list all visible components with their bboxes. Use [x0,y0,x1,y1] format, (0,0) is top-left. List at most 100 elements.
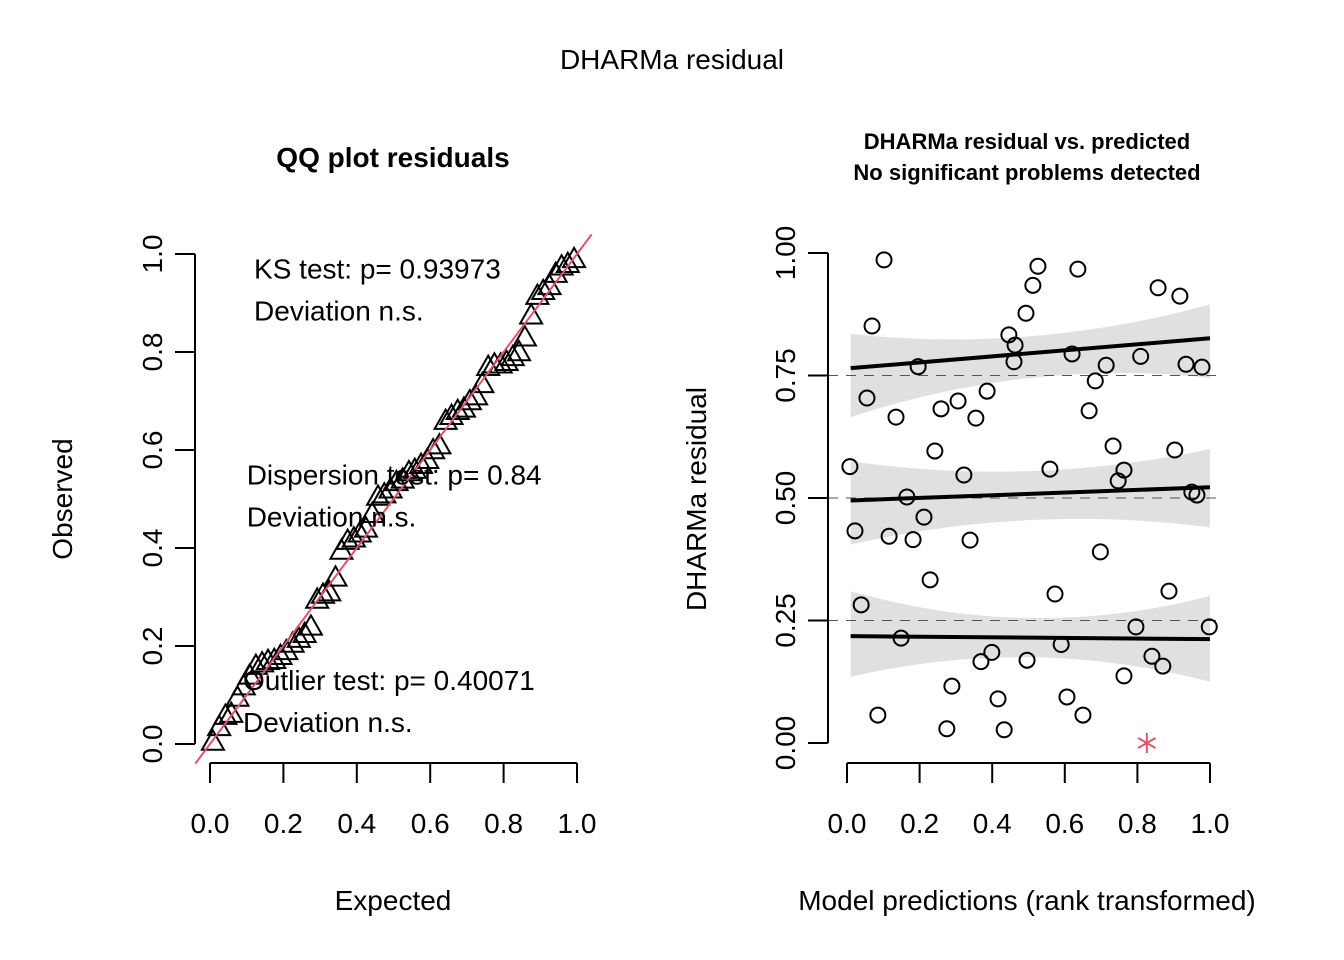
residual-point [915,508,933,526]
residual-point [869,706,887,724]
residual-x-tick-label: 1.0 [1191,808,1230,839]
residual-point [1058,688,1076,706]
qq-plot-ylabel: Observed [47,438,78,559]
qq-plot-reference-line [194,233,593,765]
qq-y-tick-label: 0.2 [137,627,168,666]
residual-point [1080,402,1098,420]
residual-point [875,251,893,269]
residual-point [1127,618,1145,636]
residual-point [852,596,870,614]
qq-x-tick-label: 0.2 [264,808,303,839]
qq-reference-line [194,233,593,765]
residual-point [887,408,905,426]
qq-point [304,586,330,609]
qq-test-annotation: Outlier test: p= 0.40071 [243,665,535,696]
residual-point [892,629,910,647]
qq-point [457,387,483,411]
qq-x-tick-label: 0.8 [484,808,523,839]
qq-y-tick-label: 1.0 [137,235,168,274]
qq-point [243,652,269,675]
qq-point [347,520,373,543]
residual-point [863,317,881,335]
residual-point [1132,347,1150,365]
residual-point [1029,257,1047,275]
quantile-confidence-band [850,304,1210,418]
residual-point [1177,355,1195,373]
qq-point [451,395,477,418]
residual-point [1005,353,1023,371]
qq-plot-annotations: KS test: p= 0.93973 Deviation n.s. Dispers… [243,254,542,739]
residual-point [1086,372,1104,390]
residual-point [858,389,876,407]
residual-point [1200,618,1218,636]
qq-plot-y-axis: 0.0 0.2 0.4 0.6 0.8 1.0 [137,235,196,764]
residual-point [1063,345,1081,363]
qq-point [561,245,587,269]
residual-y-tick-label: 0.25 [770,593,801,648]
figure-title: DHARMa residual [560,44,784,75]
qq-point [334,527,361,550]
residual-point [1041,460,1059,478]
residual-plot-x-axis: 0.0 0.2 0.4 0.6 0.8 1.0 [828,762,1230,839]
residual-point [961,531,979,549]
qq-point [200,728,226,751]
residual-point [1091,543,1109,561]
residual-plot-y-axis: 0.00 0.25 0.50 0.75 1.00 [770,226,829,771]
residual-plot-title: DHARMa residual vs. predicted [864,129,1190,154]
qq-point [218,700,245,723]
residual-point [1193,358,1211,376]
residual-x-tick-label: 0.6 [1045,808,1084,839]
qq-point [286,625,312,648]
residual-point [1188,486,1206,504]
residual-point [1166,441,1184,459]
qq-point [310,581,336,604]
qq-x-tick-label: 0.0 [191,808,230,839]
residual-plot-points [841,251,1218,739]
qq-point [267,642,294,666]
qq-point [420,436,446,460]
residual-x-tick-label: 0.4 [973,808,1012,839]
quantile-reference-lines [828,375,1222,621]
residual-point [926,442,944,460]
qq-point [555,250,581,274]
residual-point [841,458,859,476]
qq-x-tick-label: 0.6 [411,808,450,839]
residual-vs-predicted-panel: DHARMa residual vs. predicted No signifi… [681,129,1256,916]
residual-point [1097,356,1115,374]
residual-point [949,392,967,410]
residual-point [1069,260,1087,278]
qq-x-tick-label: 0.4 [337,808,376,839]
residual-point [921,571,939,589]
qq-test-annotation: Deviation n.s. [247,501,417,532]
residual-point [983,643,1001,661]
residual-plot-subtitle: No significant problems detected [853,160,1200,185]
qq-point [291,620,318,643]
residual-point [904,531,922,549]
residual-plot-outliers [1137,733,1157,753]
residual-point [938,720,956,738]
qq-test-annotation: Deviation n.s. [243,707,413,738]
qq-point [506,338,532,362]
qq-point [408,451,434,474]
residual-x-tick-label: 0.0 [828,808,867,839]
residual-point [978,382,996,400]
residual-point [1017,304,1035,322]
residual-y-tick-label: 0.00 [770,716,801,771]
qq-y-tick-label: 0.0 [137,725,168,764]
residual-point [1149,279,1167,297]
qq-plot-panel: QQ plot residuals Expected Observed 0.0 0… [47,142,596,916]
residual-point [1154,657,1172,675]
qq-point [500,343,526,367]
qq-plot-xlabel: Expected [335,885,452,916]
qq-point [512,324,538,347]
qq-point [298,613,324,636]
residual-point [1074,706,1092,724]
residual-point [1046,585,1064,603]
residual-point [909,358,927,376]
residual-point [1104,437,1122,455]
residual-point [1018,651,1036,669]
qq-x-tick-label: 1.0 [558,808,597,839]
residual-point [943,677,961,695]
residual-x-tick-label: 0.2 [900,808,939,839]
